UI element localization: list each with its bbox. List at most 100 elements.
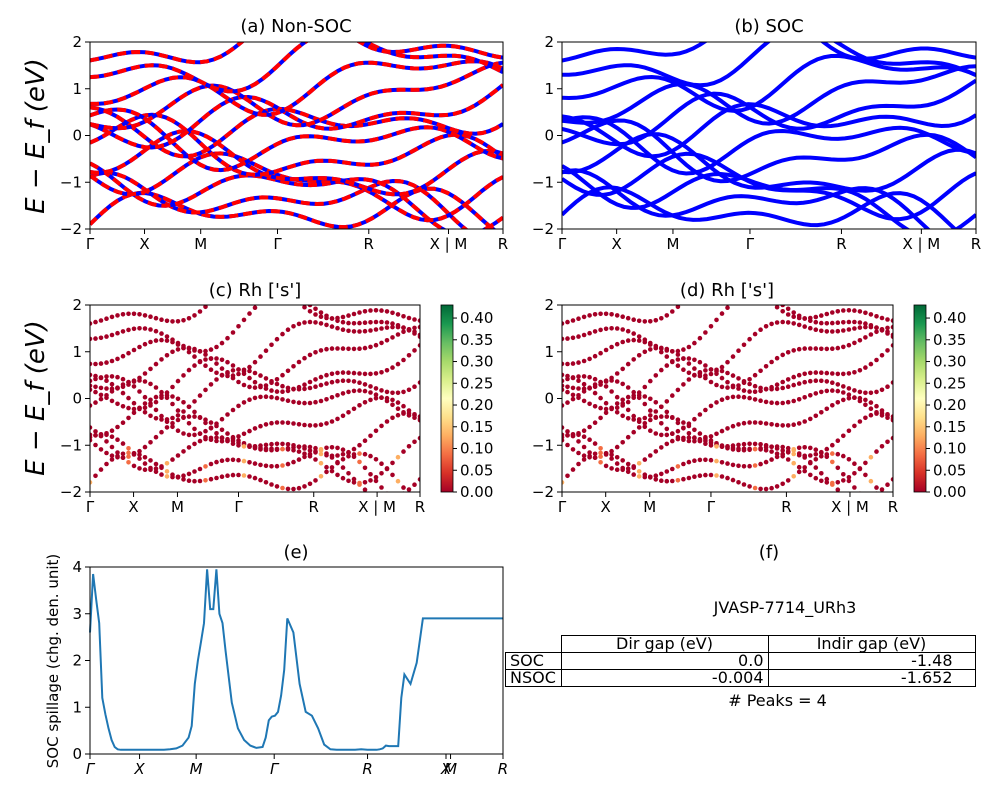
band-point [863,397,868,403]
band-point [863,321,868,326]
panel-b-title: (b) SOC [734,16,803,37]
band-point [819,346,824,352]
band-point [181,409,186,414]
band-point [373,457,379,462]
band-point [225,373,230,379]
band-point [791,321,796,326]
band-point [137,456,142,461]
band-point [620,467,625,473]
band-point [819,471,824,476]
panel-b-bands [562,42,976,229]
band-point [90,336,93,342]
band-point [791,374,796,380]
band-point [824,329,830,334]
band-point [197,359,203,364]
band-point [230,330,236,335]
band-point [736,442,741,448]
band-point [242,270,247,275]
band-point [186,316,192,321]
band-point [362,451,368,457]
band-point [681,437,686,443]
band-point [609,326,614,331]
band-point [302,386,307,392]
band-point [675,464,681,469]
band-point [741,394,747,400]
band-point [368,384,373,389]
band-point [236,324,241,329]
band-point [631,472,636,477]
band-point [570,361,576,366]
band-point [587,401,592,407]
band-point [225,473,230,479]
band-point [813,475,819,481]
band-point [379,370,384,375]
table-cell: -0.004 [560,669,769,687]
band-point [653,473,659,479]
band-point [395,478,401,484]
band-point [302,305,307,310]
band-point [885,439,890,445]
band-point [93,473,98,479]
band-point [725,305,730,311]
band-point [763,443,769,448]
band-point [307,305,313,308]
band-point [346,471,351,476]
band-point [648,319,653,324]
band-point [879,413,885,418]
band-point [785,399,791,405]
band-point [153,328,159,334]
band-point [236,472,241,478]
band-point [846,428,852,434]
xtick-label: X | M [430,235,468,253]
xtick-label: R [971,235,981,253]
band-point [747,389,752,394]
band-point [153,385,159,390]
band-point [329,346,335,351]
band-point [874,449,879,454]
band-point [148,327,153,332]
band-point [98,392,104,398]
band-point [274,463,280,469]
band-point [648,474,653,480]
band-point [351,379,357,384]
band-point [362,309,368,314]
band-point [93,433,98,438]
band-point [153,399,159,405]
band-point [412,331,417,336]
band-point [340,378,346,384]
band-point [852,340,857,346]
band-point [285,327,291,333]
band-point [791,460,796,466]
band-point [186,346,192,351]
band-point [252,385,258,390]
band-point [395,400,401,405]
band-point [879,387,885,393]
band-point [581,457,587,462]
band-point [285,461,291,467]
band-point [307,309,313,314]
band-point [401,403,406,409]
band-point [346,378,351,384]
band-point [214,370,219,376]
band-point [576,334,581,339]
band-point [291,324,296,329]
band-point [159,357,164,362]
band-point [186,445,192,450]
band-point [318,382,324,388]
band-point [725,379,730,385]
band-point [346,313,351,318]
band-point [824,454,830,460]
band-point [203,478,208,483]
band-point [120,390,126,396]
band-point [565,361,570,367]
band-point [197,478,203,484]
band-point [401,410,406,415]
band-point [159,317,164,323]
band-point [835,371,841,377]
band-point [659,471,664,477]
band-point [351,406,357,412]
band-point [203,357,208,362]
band-point [230,472,236,478]
band-point [879,353,885,358]
table-header-row: Dir gap (eV) Indir gap (eV) [506,635,976,653]
